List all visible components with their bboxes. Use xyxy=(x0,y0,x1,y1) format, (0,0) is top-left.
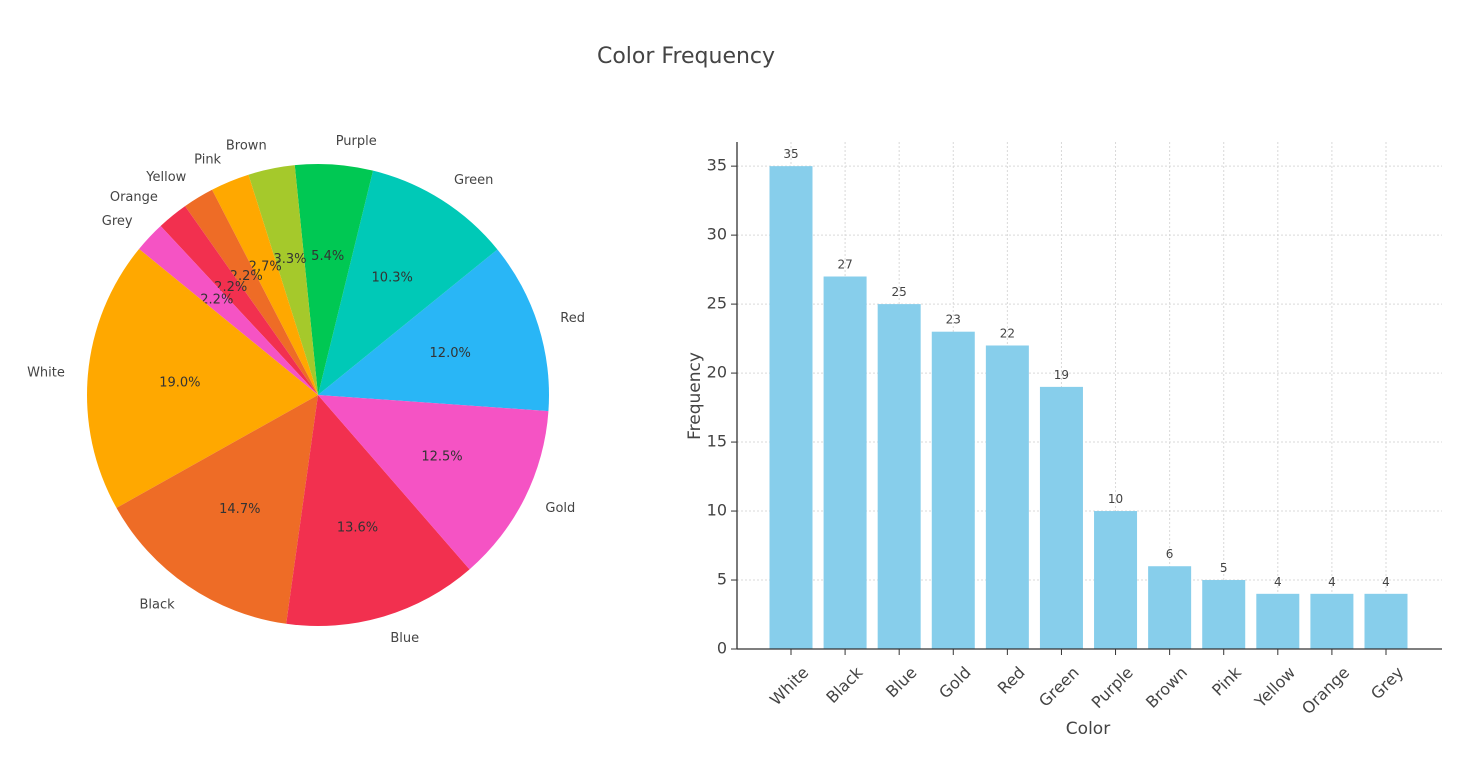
bar-yellow xyxy=(1256,593,1300,649)
pie-percent-gold: 12.5% xyxy=(421,449,462,464)
pie-percent-orange: 2.2% xyxy=(214,280,247,295)
pie-label-grey: Grey xyxy=(102,214,133,229)
y-tick-label: 15 xyxy=(707,432,727,451)
pie-label-black: Black xyxy=(140,597,176,612)
pie-label-orange: Orange xyxy=(110,190,158,205)
pie-slice-pink xyxy=(212,174,318,395)
y-tick-label: 25 xyxy=(707,294,727,313)
y-tick-label: 10 xyxy=(707,501,727,520)
bar-orange xyxy=(1310,593,1354,649)
pie-slice-red xyxy=(318,249,550,412)
pie-percent-grey: 2.2% xyxy=(200,293,233,308)
pie-label-purple: Purple xyxy=(336,134,377,149)
x-tick-label-brown: Brown xyxy=(1142,663,1191,712)
pie-slice-grey xyxy=(139,225,318,395)
pie-percent-purple: 5.4% xyxy=(311,249,344,264)
x-tick-label-red: Red xyxy=(994,663,1029,698)
x-tick-label-grey: Grey xyxy=(1367,663,1407,703)
x-tick-label-black: Black xyxy=(822,662,867,707)
pie-label-gold: Gold xyxy=(545,501,575,516)
y-tick-label: 20 xyxy=(707,363,727,382)
pie-chart: Red 12.0% Green 10.3% Purple 5.4% Brown 3.3% Pin… xyxy=(27,134,585,646)
bar-value-red: 22 xyxy=(1000,326,1015,340)
pie-label-yellow: Yellow xyxy=(145,170,186,185)
x-tick-label-yellow: Yellow xyxy=(1250,663,1299,712)
figure-title: Color Frequency xyxy=(596,44,776,69)
pie-slice-green xyxy=(318,170,498,395)
pie-percent-black: 14.7% xyxy=(219,502,260,517)
bar-white xyxy=(769,166,813,649)
bar-grey xyxy=(1364,593,1408,649)
bar-value-white: 35 xyxy=(783,147,798,161)
bar-chart: 0 5 10 15 20 25 30 35 35 White 27 Black 25 Blue 23 Gold… xyxy=(685,142,1442,739)
pie-label-white: White xyxy=(27,365,65,380)
pie-slice-blue xyxy=(286,395,470,626)
bar-value-green: 19 xyxy=(1054,368,1069,382)
pie-percent-red: 12.0% xyxy=(430,346,471,361)
y-tick-label: 5 xyxy=(717,570,727,589)
pie-slice-white xyxy=(86,248,319,508)
y-tick-label: 0 xyxy=(717,639,727,658)
pie-percent-white: 19.0% xyxy=(159,376,200,391)
x-tick-label-orange: Orange xyxy=(1298,663,1353,718)
bar-black xyxy=(823,276,867,649)
y-tick-label: 30 xyxy=(707,225,727,244)
pie-label-green: Green xyxy=(454,173,493,188)
bar-red xyxy=(985,345,1029,649)
x-axis-title: Color xyxy=(1066,719,1110,739)
y-axis-title: Frequency xyxy=(685,352,705,440)
pie-percent-pink: 2.7% xyxy=(249,259,282,274)
bar-value-brown: 6 xyxy=(1166,547,1174,561)
bar-pink xyxy=(1202,580,1246,649)
bar-value-blue: 25 xyxy=(892,285,907,299)
bar-brown xyxy=(1148,566,1192,649)
bar-value-black: 27 xyxy=(837,258,852,272)
pie-slice-orange xyxy=(160,206,318,395)
pie-slice-brown xyxy=(248,165,318,395)
x-tick-label-gold: Gold xyxy=(935,663,974,702)
y-tick-label: 35 xyxy=(707,156,727,175)
bar-value-orange: 4 xyxy=(1328,575,1336,589)
pie-percent-yellow: 2.2% xyxy=(230,269,263,284)
x-tick-label-blue: Blue xyxy=(882,663,920,701)
bar-purple xyxy=(1094,511,1138,649)
x-tick-label-purple: Purple xyxy=(1088,663,1137,712)
pie-percent-brown: 3.3% xyxy=(273,252,306,267)
pie-slice-gold xyxy=(318,395,549,570)
pie-label-blue: Blue xyxy=(390,631,419,646)
bar-blue xyxy=(877,304,921,649)
bar-value-gold: 23 xyxy=(946,313,961,327)
bar-green xyxy=(1039,386,1083,649)
x-tick-label-white: White xyxy=(766,663,812,709)
x-tick-label-green: Green xyxy=(1035,663,1083,711)
pie-label-brown: Brown xyxy=(226,139,267,154)
bar-gold xyxy=(931,331,975,649)
pie-slice-purple xyxy=(294,164,374,395)
bar-value-grey: 4 xyxy=(1382,575,1390,589)
x-tick-label-pink: Pink xyxy=(1208,662,1245,699)
pie-label-red: Red xyxy=(560,311,585,326)
pie-label-pink: Pink xyxy=(194,153,221,168)
bar-value-pink: 5 xyxy=(1220,561,1228,575)
pie-slice-black xyxy=(116,395,318,624)
pie-slice-yellow xyxy=(185,189,318,395)
pie-percent-blue: 13.6% xyxy=(337,520,378,535)
bar-value-yellow: 4 xyxy=(1274,575,1282,589)
pie-percent-green: 10.3% xyxy=(372,270,413,285)
bar-value-purple: 10 xyxy=(1108,492,1123,506)
